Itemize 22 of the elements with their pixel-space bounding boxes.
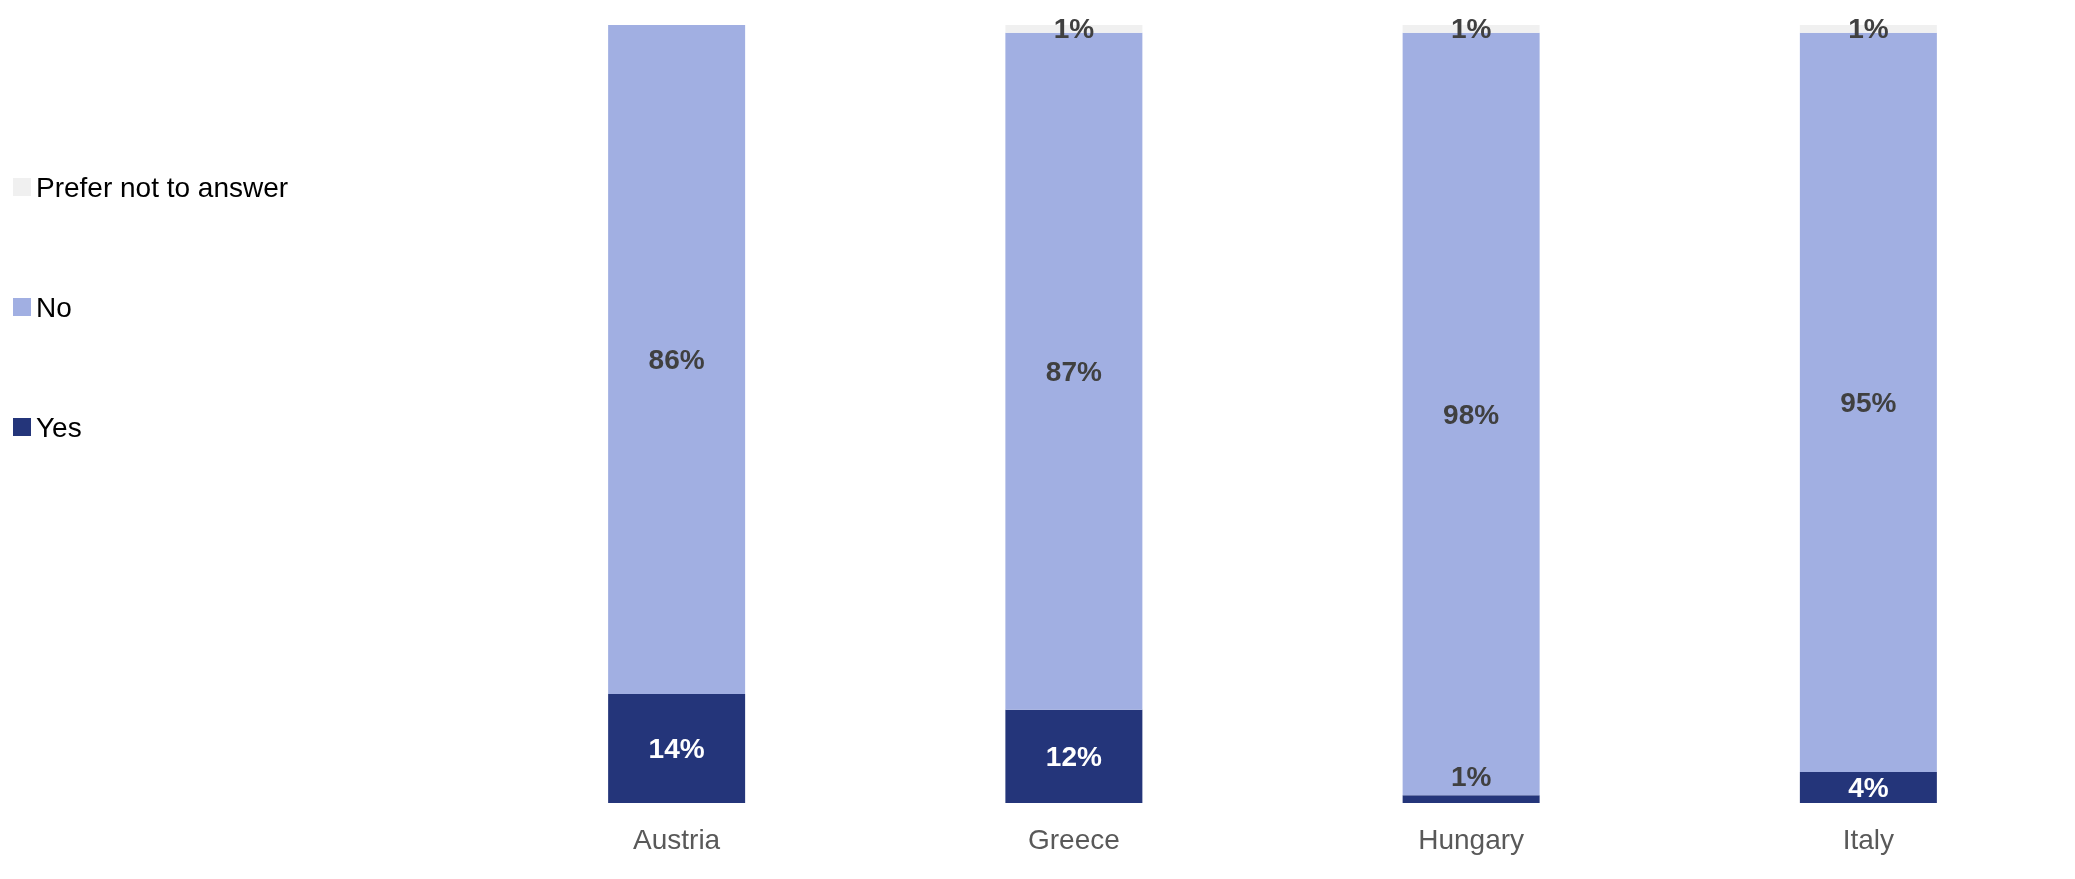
data-label: 12% — [1045, 740, 1102, 772]
bar — [1005, 709, 1143, 803]
data-label: 98% — [1443, 398, 1500, 430]
bar — [1402, 795, 1540, 803]
legend-label: No — [36, 291, 72, 323]
data-label: 1% — [1450, 760, 1492, 792]
data-label: 4% — [1848, 771, 1889, 803]
x-tick-label: Italy — [1842, 823, 1895, 855]
x-tick-label: Austria — [633, 823, 721, 855]
data-label: 1% — [1450, 13, 1492, 45]
x-tick-label: Hungary — [1418, 823, 1525, 855]
legend-label: Prefer not to answer — [36, 171, 289, 203]
data-label: 14% — [648, 733, 705, 765]
data-label: 95% — [1840, 386, 1897, 418]
legend-label: Yes — [36, 411, 82, 443]
data-label: 1% — [1053, 13, 1095, 45]
bar — [608, 694, 746, 803]
data-label: 87% — [1045, 355, 1102, 387]
bar — [608, 25, 746, 695]
data-label: 1% — [1848, 13, 1889, 45]
data-label: 86% — [648, 344, 705, 376]
x-tick-label: Greece — [1027, 823, 1120, 855]
